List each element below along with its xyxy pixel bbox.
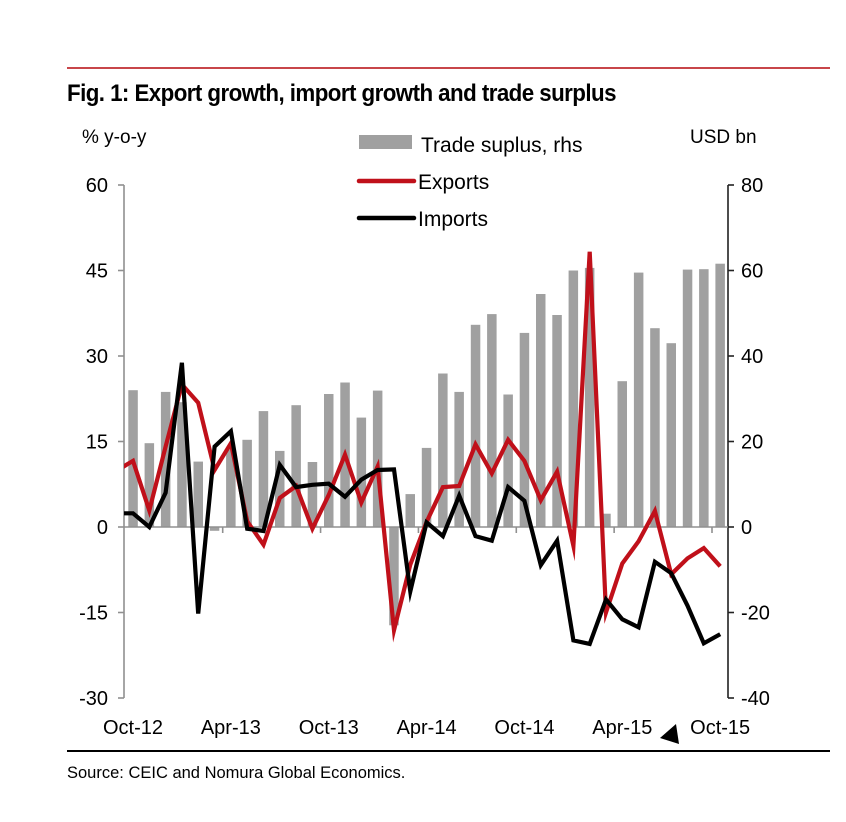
right-axis-tick-label: 0	[741, 517, 752, 539]
trade-surplus-bars	[128, 263, 725, 626]
left-axis-tick-label: 45	[86, 261, 108, 283]
trade-surplus-bar-apr-13	[226, 449, 236, 527]
trade-surplus-bar-oct-15	[715, 263, 725, 527]
legend-label-imports: Imports	[418, 208, 488, 231]
right-axis-unit-label: USD bn	[690, 127, 757, 148]
trade-surplus-bar-feb-15	[584, 267, 595, 527]
right-axis-tick-label: -20	[741, 603, 770, 625]
trade-surplus-bar-may-14	[438, 373, 448, 527]
legend-item-imports: Imports	[356, 208, 488, 231]
trade-surplus-bar-mar-14	[405, 494, 415, 527]
trade-surplus-bar-jul-13	[275, 450, 285, 527]
trade-surplus-bar-jul-14	[470, 324, 481, 527]
bottom-rule	[67, 750, 830, 752]
trade-surplus-bar-jan-13	[177, 402, 187, 527]
source-note: Source: CEIC and Nomura Global Economics…	[67, 764, 406, 782]
legend-item-trade-surplus: Trade suplus, rhs	[359, 134, 582, 157]
trade-surplus-bar-may-13	[242, 439, 252, 527]
tick-labels: 60 45 30 15 0 -15 -30 80 60 40 20 0 -20 -40 Oct-12 Apr-…	[79, 175, 770, 739]
trade-surplus-bar-dec-14	[552, 315, 562, 527]
trade-surplus-bar-may-15	[633, 272, 644, 527]
x-axis-tick-label: Oct-12	[103, 717, 163, 739]
right-axis-tick-label: -40	[741, 688, 770, 710]
right-axis-tick-label: 60	[741, 261, 763, 283]
imports-line	[124, 362, 722, 647]
trade-surplus-bar-oct-13	[324, 394, 334, 527]
trade-surplus-bar-aug-13	[291, 405, 301, 527]
exports-line	[124, 251, 722, 643]
trade-surplus-bar-dec-12	[160, 391, 171, 527]
trade-surplus-bar-jun-14	[454, 391, 464, 527]
legend-item-exports: Exports	[356, 171, 489, 194]
legend-label-trade-surplus: Trade suplus, rhs	[421, 134, 582, 157]
mouse-pointer-icon	[660, 724, 679, 744]
trade-surplus-bar-mar-13	[209, 527, 220, 531]
trade-surplus-bar-apr-15	[617, 381, 627, 527]
left-axis-tick-label: -15	[79, 603, 108, 625]
left-axis-tick-label: -30	[79, 688, 108, 710]
trade-surplus-bar-jan-15	[568, 270, 579, 527]
left-axis-tick-label: 15	[86, 432, 108, 454]
x-axis-tick-label: Oct-15	[690, 717, 750, 739]
trade-surplus-bar-dec-13	[356, 417, 367, 527]
trade-surplus-bar-sep-14	[503, 394, 513, 527]
trade-surplus-bar-feb-13	[193, 461, 203, 527]
trade-surplus-bar-feb-14	[389, 527, 399, 626]
trade-surplus-bar-aug-15	[682, 269, 693, 527]
trade-surplus-bar-jun-15	[650, 328, 660, 527]
trade-surplus-bar-aug-14	[487, 314, 497, 527]
trade-surplus-bar-nov-14	[536, 294, 546, 527]
legend: Trade suplus, rhs Exports Imports	[356, 134, 582, 231]
lines	[124, 251, 722, 647]
trade-surplus-bar-sep-15	[699, 269, 709, 527]
legend-swatch-trade-surplus	[359, 135, 412, 149]
trade-surplus-bar-nov-12	[144, 443, 155, 527]
trade-surplus-bar-jul-15	[666, 343, 676, 527]
trade-surplus-bar-oct-14	[519, 332, 530, 527]
x-axis-tick-label: Oct-13	[299, 717, 359, 739]
left-axis-unit-label: % y-o-y	[82, 127, 147, 148]
trade-surplus-bar-jan-14	[372, 390, 383, 527]
trade-surplus-bar-jun-13	[258, 411, 269, 527]
x-axis-tick-label: Oct-14	[494, 717, 554, 739]
right-axis-tick-label: 40	[741, 346, 763, 368]
legend-label-exports: Exports	[418, 171, 489, 194]
right-axis-tick-label: 80	[741, 175, 763, 197]
x-axis-tick-label: Apr-15	[592, 717, 652, 739]
left-axis-tick-label: 60	[86, 175, 108, 197]
x-axis-tick-label: Apr-14	[397, 717, 457, 739]
trade-surplus-bar-sep-13	[307, 462, 318, 527]
trade-surplus-bar-apr-14	[421, 447, 432, 527]
left-axis-tick-label: 30	[86, 346, 108, 368]
trade-surplus-bar-mar-15	[601, 513, 611, 527]
x-axis-tick-label: Apr-13	[201, 717, 261, 739]
left-axis-tick-label: 0	[97, 517, 108, 539]
right-axis-tick-label: 20	[741, 432, 763, 454]
top-rule	[67, 67, 830, 69]
chart-title: Fig. 1: Export growth, import growth and…	[67, 80, 617, 107]
